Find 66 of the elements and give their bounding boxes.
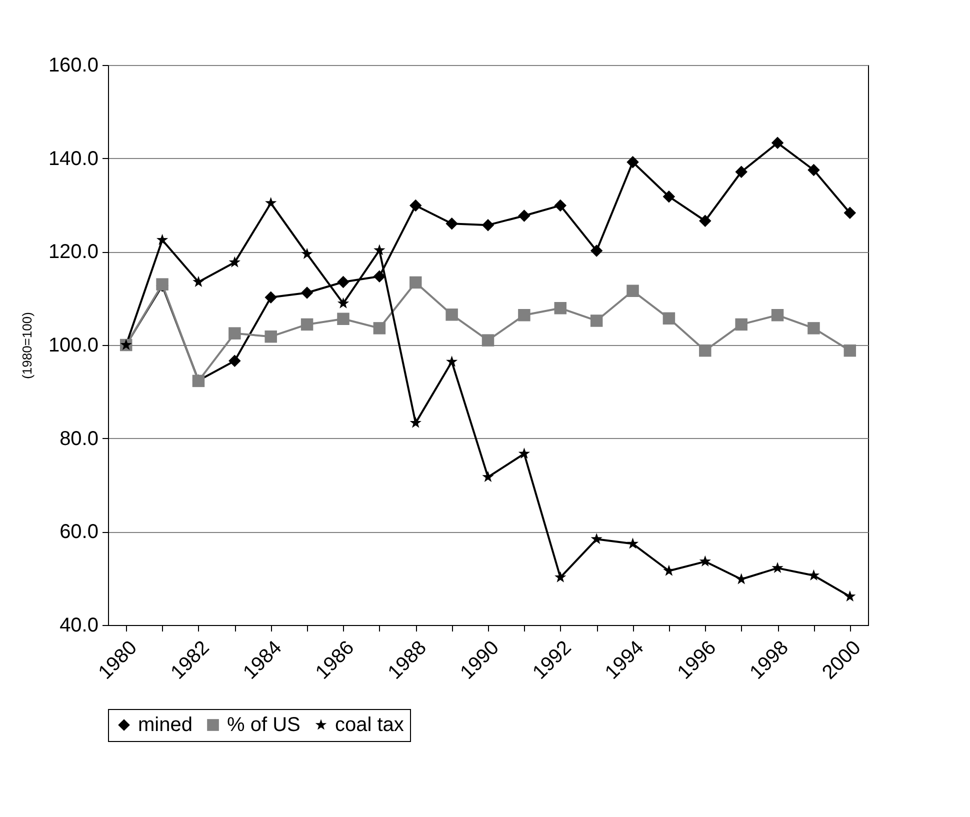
point xyxy=(228,327,241,340)
point xyxy=(482,470,494,482)
point xyxy=(410,416,422,428)
point xyxy=(844,590,856,602)
point xyxy=(301,248,313,259)
point xyxy=(590,314,603,327)
point xyxy=(844,344,856,357)
point xyxy=(300,318,314,331)
point xyxy=(590,244,603,257)
point xyxy=(482,334,494,346)
legend-label: coal tax xyxy=(335,714,404,736)
point xyxy=(264,330,277,343)
legend-label: % of US xyxy=(227,714,300,736)
point xyxy=(228,256,240,268)
point xyxy=(518,210,530,222)
legend-label: mined xyxy=(138,714,192,736)
point xyxy=(409,276,422,289)
point xyxy=(446,218,458,230)
point xyxy=(626,538,639,549)
point xyxy=(518,309,530,322)
point xyxy=(518,448,530,459)
y-tick-label: 120.0 xyxy=(48,241,98,264)
point xyxy=(808,322,820,334)
y-tick-label: 100.0 xyxy=(48,334,98,356)
point xyxy=(337,297,350,308)
point xyxy=(554,302,567,314)
point xyxy=(156,234,168,245)
y-axis-title: (1980=100) xyxy=(19,312,34,379)
point xyxy=(554,571,566,582)
point xyxy=(374,244,386,256)
y-tick-label: 140.0 xyxy=(48,148,98,170)
point xyxy=(735,166,748,178)
point xyxy=(192,276,204,287)
point xyxy=(300,286,314,299)
point xyxy=(626,156,639,168)
point xyxy=(808,569,820,580)
point xyxy=(337,312,350,325)
point xyxy=(590,533,602,544)
point xyxy=(626,284,639,297)
point xyxy=(409,199,422,212)
point xyxy=(554,199,567,212)
point xyxy=(735,318,748,331)
point xyxy=(662,312,676,325)
point xyxy=(699,344,712,357)
point xyxy=(663,564,675,576)
point xyxy=(699,555,711,566)
point xyxy=(373,322,386,334)
y-tick-label: 80.0 xyxy=(60,428,98,450)
point xyxy=(337,276,350,288)
point xyxy=(808,164,820,176)
point xyxy=(771,309,784,322)
point xyxy=(265,197,277,208)
point xyxy=(228,354,241,367)
point xyxy=(264,291,277,304)
point xyxy=(373,270,386,283)
point xyxy=(699,214,712,227)
point xyxy=(446,308,458,321)
y-tick-label: 160.0 xyxy=(48,54,98,76)
y-tick-label: 40.0 xyxy=(60,614,98,636)
point xyxy=(662,190,676,203)
point xyxy=(446,356,458,367)
point xyxy=(844,206,856,220)
point xyxy=(771,136,784,150)
point xyxy=(482,218,494,232)
point xyxy=(772,562,784,574)
y-tick-label: 60.0 xyxy=(60,521,98,544)
